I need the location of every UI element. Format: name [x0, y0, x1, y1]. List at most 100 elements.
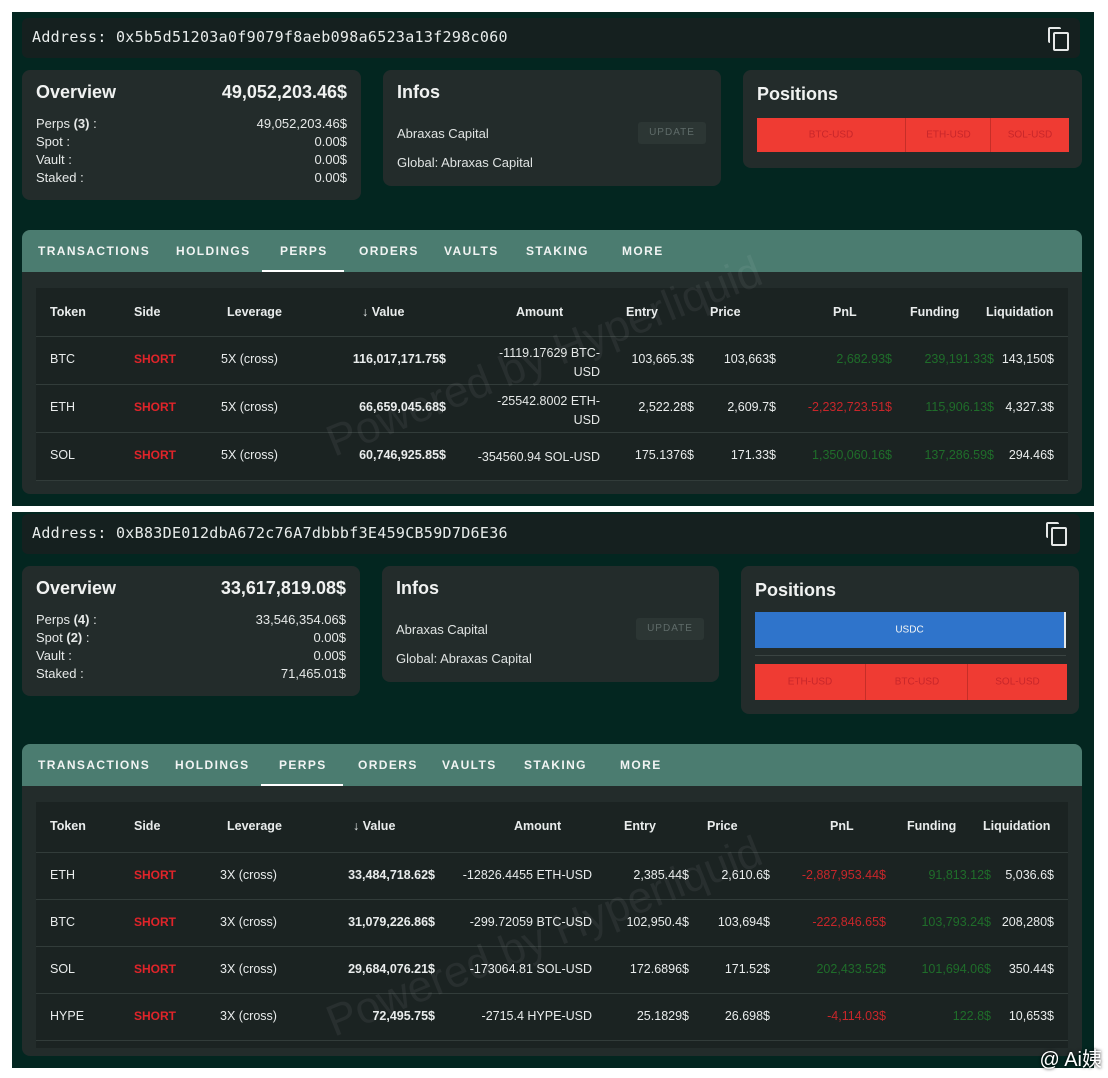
table-row[interactable]: ETH SHORT 3X (cross) 33,484,718.62$ 2,385.44… — [36, 852, 1068, 900]
perps-label: Perps — [36, 612, 70, 627]
position-segment-sol[interactable]: SOL-USD — [967, 664, 1067, 700]
sort-down-icon: ↓ — [353, 819, 360, 833]
tab-holdings[interactable]: HOLDINGS — [175, 758, 250, 772]
table-header: Token Side Leverage ↓ Value Amount Entry… — [36, 288, 1068, 337]
cell-side: SHORT — [134, 1008, 176, 1023]
header-liquidation[interactable]: Liquidation — [983, 819, 1051, 833]
table-row[interactable]: HYPE SHORT 3X (cross) 72,495.75$ 25.1829$ 26.… — [36, 993, 1068, 1041]
cell-entry: 102,950.4$ — [626, 914, 689, 929]
tab-transactions[interactable]: TRANSACTIONS — [38, 244, 151, 258]
position-segment-btc[interactable]: BTC-USD — [757, 118, 905, 152]
infos-title: Infos — [396, 578, 439, 598]
tab-orders[interactable]: ORDERS — [359, 244, 419, 258]
tab-vaults[interactable]: VAULTS — [442, 758, 497, 772]
header-side[interactable]: Side — [134, 305, 161, 319]
vault-label: Vault : — [36, 648, 72, 663]
cell-amount-line2: USD — [573, 365, 600, 379]
positions-divider — [755, 655, 1066, 656]
cell-amount-line1: -1119.17629 BTC- — [499, 346, 600, 360]
header-token[interactable]: Token — [50, 305, 86, 319]
header-leverage[interactable]: Leverage — [227, 819, 282, 833]
cell-leverage: 5X (cross) — [221, 352, 278, 366]
vault-value: 0.00$ — [313, 648, 346, 663]
copy-icon[interactable] — [1046, 522, 1068, 546]
header-liquidation[interactable]: Liquidation — [986, 305, 1054, 319]
cell-value: 29,684,076.21$ — [348, 961, 435, 976]
position-segment-btc[interactable]: BTC-USD — [865, 664, 968, 700]
cell-token: ETH — [50, 400, 75, 414]
header-amount[interactable]: Amount — [514, 819, 562, 833]
infos-global: Global: Abraxas Capital — [396, 651, 532, 666]
cell-value: 33,484,718.62$ — [348, 867, 435, 882]
vault-label: Vault : — [36, 152, 72, 167]
position-segment-usdc[interactable]: USDC — [755, 612, 1066, 648]
overview-card: Overview 49,052,203.46$ Perps (3) : 49,0… — [22, 70, 361, 200]
cell-side: SHORT — [134, 400, 176, 414]
tab-holdings[interactable]: HOLDINGS — [176, 244, 251, 258]
tab-vaults[interactable]: VAULTS — [444, 244, 499, 258]
cell-pnl: -4,114.03$ — [827, 1008, 886, 1023]
tab-perps[interactable]: PERPS — [279, 758, 327, 772]
overview-title: Overview — [36, 82, 117, 102]
overview-vault-row: Vault : 0.00$ — [36, 152, 347, 170]
cell-funding: 122.8$ — [952, 1008, 991, 1023]
overview-staked-row: Staked : 0.00$ — [36, 170, 347, 188]
tab-perps[interactable]: PERPS — [280, 244, 328, 258]
tab-transactions[interactable]: TRANSACTIONS — [38, 758, 151, 772]
infos-title: Infos — [397, 82, 440, 102]
cell-funding: 103,793.24$ — [921, 914, 991, 929]
header-price[interactable]: Price — [707, 819, 738, 833]
tab-staking[interactable]: STAKING — [524, 758, 587, 772]
header-amount[interactable]: Amount — [516, 305, 564, 319]
tab-orders[interactable]: ORDERS — [358, 758, 418, 772]
header-entry[interactable]: Entry — [626, 305, 658, 319]
header-pnl[interactable]: PnL — [830, 819, 854, 833]
header-entry[interactable]: Entry — [624, 819, 656, 833]
header-pnl[interactable]: PnL — [833, 305, 857, 319]
cell-entry: 172.6896$ — [629, 961, 689, 976]
infos-name: Abraxas Capital — [396, 622, 488, 637]
update-button[interactable]: UPDATE — [636, 618, 704, 640]
cell-funding: 101,694.06$ — [921, 961, 991, 976]
position-segment-sol[interactable]: SOL-USD — [990, 118, 1069, 152]
update-button[interactable]: UPDATE — [638, 122, 706, 144]
staked-value: 0.00$ — [314, 170, 347, 185]
table-row[interactable]: SOL SHORT 3X (cross) 29,684,076.21$ 172.6896… — [36, 946, 1068, 994]
address-bar: Address: 0x5b5d51203a0f9079f8aeb098a6523… — [22, 18, 1080, 58]
sort-down-icon: ↓ — [362, 305, 369, 319]
cell-liquidation: 350.44$ — [1008, 961, 1054, 976]
position-segment-eth[interactable]: ETH-USD — [905, 118, 991, 152]
positions-bar: BTC-USD ETH-USD SOL-USD — [757, 118, 1069, 152]
cell-funding: 91,813.12$ — [928, 867, 991, 882]
cell-liquidation: 10,653$ — [1008, 1008, 1054, 1023]
cell-entry: 25.1829$ — [636, 1008, 689, 1023]
header-value[interactable]: ↓ Value — [362, 305, 405, 319]
table-row[interactable]: ETH SHORT 5X (cross) 66,659,045.68$ 2,522.28… — [36, 384, 1068, 433]
tab-staking[interactable]: STAKING — [526, 244, 589, 258]
position-segment-eth[interactable]: ETH-USD — [755, 664, 865, 700]
table-row[interactable]: SOL SHORT 5X (cross) 60,746,925.85$ 175.1376… — [36, 432, 1068, 481]
vault-value: 0.00$ — [314, 152, 347, 167]
table-row[interactable]: BTC SHORT 3X (cross) 31,079,226.86$ 102,950.… — [36, 899, 1068, 947]
cell-token: HYPE — [50, 1008, 85, 1023]
cell-amount: -12826.4455 ETH-USD — [462, 867, 592, 882]
header-value[interactable]: ↓ Value — [353, 819, 396, 833]
header-token[interactable]: Token — [50, 819, 86, 833]
cell-amount-line2: USD — [573, 413, 600, 427]
header-funding[interactable]: Funding — [907, 819, 957, 833]
header-side[interactable]: Side — [134, 819, 161, 833]
cell-leverage: 3X (cross) — [220, 1008, 277, 1023]
copy-icon[interactable] — [1048, 27, 1070, 51]
perps-count: (4) — [73, 612, 90, 627]
tab-more[interactable]: MORE — [622, 244, 664, 258]
header-price[interactable]: Price — [710, 305, 741, 319]
cell-amount: -173064.81 SOL-USD — [469, 961, 592, 976]
spot-label: Spot : — [36, 134, 70, 149]
header-leverage[interactable]: Leverage — [227, 305, 282, 319]
cell-side: SHORT — [134, 448, 176, 462]
cell-amount: -25542.8002 ETH- USD — [497, 392, 600, 430]
cell-leverage: 5X (cross) — [221, 448, 278, 462]
header-funding[interactable]: Funding — [910, 305, 960, 319]
tab-more[interactable]: MORE — [620, 758, 662, 772]
table-row[interactable]: BTC SHORT 5X (cross) 116,017,171.75$ 103,665… — [36, 336, 1068, 385]
